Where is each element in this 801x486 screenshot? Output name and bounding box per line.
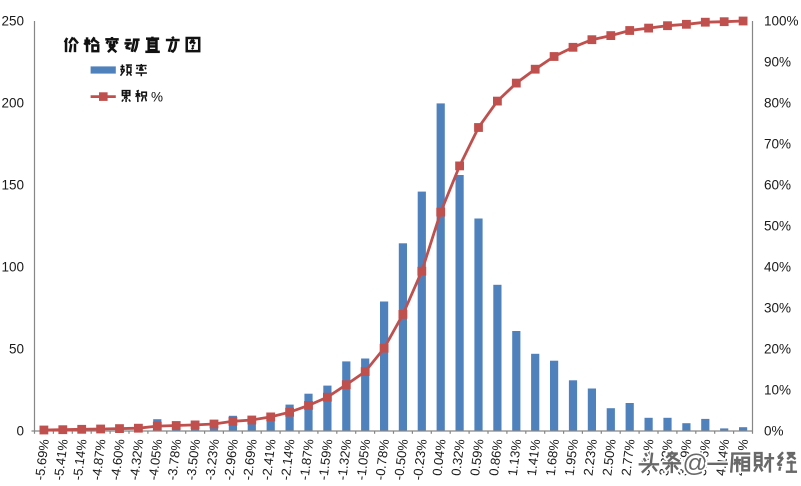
svg-text:0.86%: 0.86%	[486, 438, 505, 477]
svg-text:-0.50%: -0.50%	[391, 438, 411, 481]
svg-text:0.04%: 0.04%	[429, 438, 448, 477]
svg-text:-4.32%: -4.32%	[126, 438, 146, 481]
svg-text:60%: 60%	[764, 178, 791, 193]
svg-text:2.23%: 2.23%	[580, 438, 599, 477]
svg-text:2.77%: 2.77%	[618, 438, 637, 477]
svg-text:1.41%: 1.41%	[524, 438, 543, 477]
svg-text:-2.41%: -2.41%	[259, 438, 279, 481]
svg-text:-2.69%: -2.69%	[240, 438, 260, 481]
svg-text:-4.05%: -4.05%	[145, 438, 165, 481]
svg-text:150: 150	[1, 178, 24, 193]
svg-text:0%: 0%	[764, 424, 784, 439]
svg-text:1.95%: 1.95%	[562, 438, 581, 477]
svg-text:-1.87%: -1.87%	[297, 438, 317, 481]
svg-text:@: @	[683, 450, 708, 478]
svg-text:10%: 10%	[764, 383, 791, 398]
svg-text:40%: 40%	[764, 260, 791, 275]
svg-text:-0.78%: -0.78%	[372, 438, 392, 481]
svg-text:200: 200	[1, 96, 24, 111]
svg-text:2.50%: 2.50%	[599, 438, 618, 477]
svg-text:1.13%: 1.13%	[505, 438, 524, 477]
svg-text:100: 100	[1, 260, 24, 275]
svg-text:-2.14%: -2.14%	[278, 438, 298, 481]
svg-text:-3.23%: -3.23%	[202, 438, 222, 481]
svg-text:-3.50%: -3.50%	[183, 438, 203, 481]
svg-text:0.59%: 0.59%	[467, 438, 486, 477]
svg-text:4.14%: 4.14%	[713, 438, 732, 477]
svg-text:90%: 90%	[764, 55, 791, 70]
svg-text:50%: 50%	[764, 219, 791, 234]
svg-text:1.68%: 1.68%	[543, 438, 562, 477]
svg-text:3.86%: 3.86%	[694, 438, 713, 477]
svg-text:100%: 100%	[764, 14, 799, 29]
svg-text:80%: 80%	[764, 96, 791, 111]
svg-text:-1.59%: -1.59%	[315, 438, 335, 481]
svg-text:-4.60%: -4.60%	[108, 438, 128, 481]
svg-text:%: %	[151, 90, 163, 105]
svg-text:-1.32%: -1.32%	[334, 438, 354, 481]
svg-text:-5.69%: -5.69%	[32, 438, 52, 481]
svg-text:-3.78%: -3.78%	[164, 438, 184, 481]
svg-text:0.32%: 0.32%	[448, 438, 467, 477]
svg-text:-5.41%: -5.41%	[51, 438, 71, 481]
svg-text:-2.96%: -2.96%	[221, 438, 241, 481]
svg-text:30%: 30%	[764, 301, 791, 316]
svg-text:3.59%: 3.59%	[675, 438, 694, 477]
svg-text:70%: 70%	[764, 137, 791, 152]
svg-text:50: 50	[9, 342, 24, 357]
svg-text:-0.23%: -0.23%	[410, 438, 430, 481]
svg-text:-4.87%: -4.87%	[89, 438, 109, 481]
svg-text:20%: 20%	[764, 342, 791, 357]
svg-text:-1.05%: -1.05%	[353, 438, 373, 481]
svg-text:-5.14%: -5.14%	[70, 438, 90, 481]
svg-text:0: 0	[16, 424, 24, 439]
svg-text:250: 250	[1, 14, 24, 29]
